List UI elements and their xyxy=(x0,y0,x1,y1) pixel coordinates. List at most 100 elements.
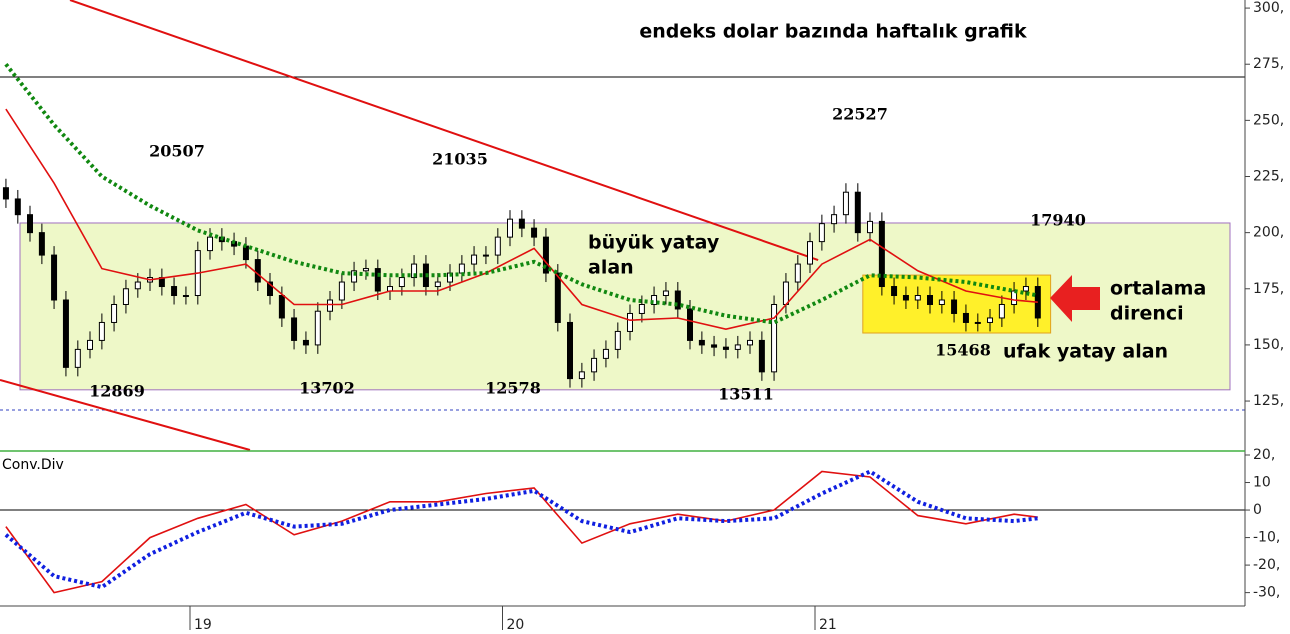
candle-body xyxy=(902,295,909,301)
candle-body xyxy=(458,263,465,274)
y-tick-label: 125, xyxy=(1253,393,1284,409)
candle-body xyxy=(567,321,573,380)
candle-body xyxy=(831,214,838,225)
series-line xyxy=(5,108,1038,331)
candle-body xyxy=(807,241,813,265)
candle-body xyxy=(758,339,765,373)
candle-body xyxy=(38,232,45,256)
candle-body xyxy=(27,214,33,234)
candle-body xyxy=(51,254,58,301)
y-tick-label: -10, xyxy=(1253,530,1280,546)
candle-body xyxy=(74,348,81,368)
y-tick-label: 275, xyxy=(1253,56,1284,72)
candle-body xyxy=(98,321,105,341)
annotation: 13511 xyxy=(718,385,774,404)
annotation: 22527 xyxy=(832,105,888,124)
candle-body xyxy=(314,310,321,346)
candle-body xyxy=(111,303,118,323)
candle-body xyxy=(482,254,489,257)
candle-body xyxy=(998,303,1005,319)
y-tick-label: 300, xyxy=(1253,0,1284,16)
candle-body xyxy=(542,236,549,274)
candle-body xyxy=(854,191,861,234)
candle-body xyxy=(662,290,669,297)
x-tick-label: 20 xyxy=(507,617,525,633)
candle-body xyxy=(171,286,178,297)
candle-body xyxy=(771,303,778,373)
candle-body xyxy=(411,263,418,279)
candle-body xyxy=(254,259,261,283)
y-tick-label: 20, xyxy=(1253,447,1275,463)
panel-title: Conv.Div xyxy=(2,457,64,473)
candle-body xyxy=(87,339,93,350)
y-tick-label: 250, xyxy=(1253,112,1284,128)
candle-body xyxy=(794,263,801,283)
annotation: ufak yatay alan xyxy=(1003,341,1168,363)
y-tick-label: 0 xyxy=(1253,502,1262,518)
candle-body xyxy=(182,295,189,298)
candle-body xyxy=(374,268,381,292)
y-tick-label: 10 xyxy=(1253,475,1271,491)
annotation: alan xyxy=(588,257,634,279)
candle-body xyxy=(398,277,405,288)
candle-body xyxy=(651,295,658,305)
candle-body xyxy=(878,220,885,288)
candle-body xyxy=(962,312,969,323)
candle-body xyxy=(62,299,69,368)
candle-body xyxy=(291,317,298,341)
candle-body xyxy=(722,346,729,350)
candle-body xyxy=(698,339,705,346)
annotation: 21035 xyxy=(432,150,488,169)
candle-body xyxy=(614,330,621,350)
y-tick-label: -20, xyxy=(1253,557,1280,573)
candle-body xyxy=(554,272,561,323)
candle-body xyxy=(434,281,441,288)
candle-body xyxy=(891,286,898,297)
candle-body xyxy=(711,344,718,348)
candle-body xyxy=(951,299,958,314)
candle-body xyxy=(638,303,645,314)
candle-body xyxy=(687,308,693,341)
candle-body xyxy=(1011,290,1018,305)
candle-body xyxy=(327,299,333,312)
y-tick-label: 150, xyxy=(1253,337,1284,353)
x-tick-label: 21 xyxy=(819,617,837,633)
y-tick-label: 175, xyxy=(1253,281,1284,297)
candle-body xyxy=(867,220,873,234)
x-tick-label: 19 xyxy=(194,617,212,633)
candle-body xyxy=(122,288,129,305)
candle-body xyxy=(242,245,249,261)
annotation: 20507 xyxy=(149,142,205,161)
candle-body xyxy=(818,223,825,243)
candle-body xyxy=(338,281,345,301)
candle-body xyxy=(591,357,598,373)
trend-line xyxy=(0,378,251,451)
candle-body xyxy=(494,236,501,256)
series-line xyxy=(4,469,1039,590)
candle-body xyxy=(518,218,525,229)
annotation: 12578 xyxy=(485,379,541,398)
trend-line xyxy=(69,0,819,261)
candle-body xyxy=(627,312,633,332)
candle-body xyxy=(531,227,538,238)
candle-body xyxy=(2,187,9,200)
candle-body xyxy=(974,321,981,324)
annotation: 17940 xyxy=(1030,211,1086,230)
y-tick-label: 200, xyxy=(1253,225,1284,241)
candle-body xyxy=(734,344,741,350)
candle-body xyxy=(578,371,585,380)
candle-body xyxy=(302,339,309,346)
candle-body xyxy=(602,348,609,359)
annotation: direnci xyxy=(1110,303,1184,325)
series-line xyxy=(5,470,1038,594)
candle-body xyxy=(207,236,213,252)
series-line xyxy=(4,62,1039,325)
candle-body xyxy=(938,299,945,305)
annotation: ortalama xyxy=(1110,278,1206,300)
arrow xyxy=(1050,275,1100,322)
y-tick-label: 225, xyxy=(1253,168,1284,184)
candle-body xyxy=(267,281,273,297)
candle-body xyxy=(747,339,753,346)
candle-body xyxy=(14,198,21,216)
